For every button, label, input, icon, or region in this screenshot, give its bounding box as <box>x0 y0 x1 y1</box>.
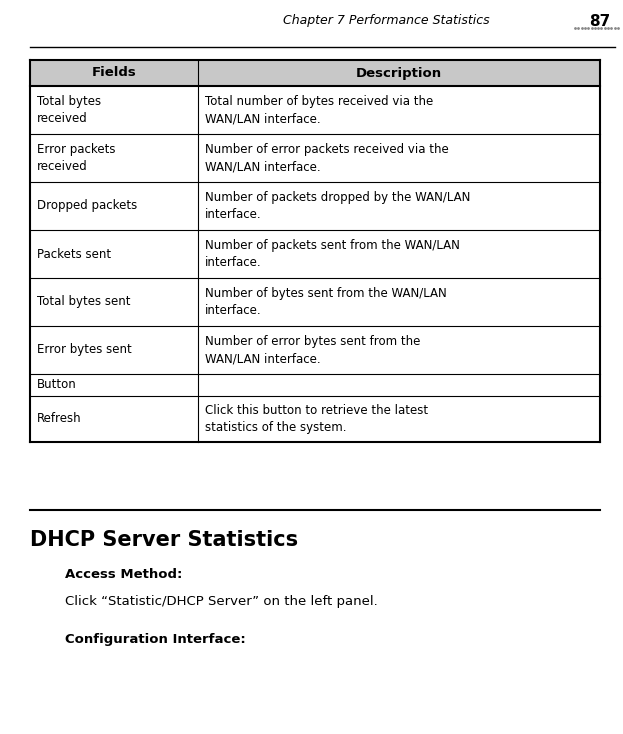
Text: Packets sent: Packets sent <box>37 247 111 261</box>
Text: Number of error bytes sent from the
WAN/LAN interface.: Number of error bytes sent from the WAN/… <box>205 335 421 365</box>
Text: Number of bytes sent from the WAN/LAN
interface.: Number of bytes sent from the WAN/LAN in… <box>205 287 447 317</box>
Text: Dropped packets: Dropped packets <box>37 200 137 213</box>
Text: Number of error packets received via the
WAN/LAN interface.: Number of error packets received via the… <box>205 143 449 173</box>
Text: Error packets
received: Error packets received <box>37 143 115 173</box>
Bar <box>30 60 600 86</box>
Text: Chapter 7 Performance Statistics: Chapter 7 Performance Statistics <box>283 14 490 27</box>
Text: Access Method:: Access Method: <box>65 568 183 581</box>
Text: Button: Button <box>37 379 77 391</box>
Text: Click “Statistic/DHCP Server” on the left panel.: Click “Statistic/DHCP Server” on the lef… <box>65 595 378 608</box>
Text: Configuration Interface:: Configuration Interface: <box>65 633 245 646</box>
Text: Error bytes sent: Error bytes sent <box>37 344 131 357</box>
Text: Total number of bytes received via the
WAN/LAN interface.: Total number of bytes received via the W… <box>205 95 434 125</box>
Text: Description: Description <box>356 67 442 79</box>
Text: Total bytes sent: Total bytes sent <box>37 296 130 308</box>
Text: Number of packets sent from the WAN/LAN
interface.: Number of packets sent from the WAN/LAN … <box>205 239 460 269</box>
Text: Total bytes
received: Total bytes received <box>37 95 101 125</box>
Text: DHCP Server Statistics: DHCP Server Statistics <box>30 530 298 550</box>
Text: Fields: Fields <box>92 67 136 79</box>
Text: Number of packets dropped by the WAN/LAN
interface.: Number of packets dropped by the WAN/LAN… <box>205 191 470 221</box>
Text: 87: 87 <box>589 14 610 29</box>
Text: Click this button to retrieve the latest
statistics of the system.: Click this button to retrieve the latest… <box>205 404 428 434</box>
Text: Refresh: Refresh <box>37 413 82 426</box>
